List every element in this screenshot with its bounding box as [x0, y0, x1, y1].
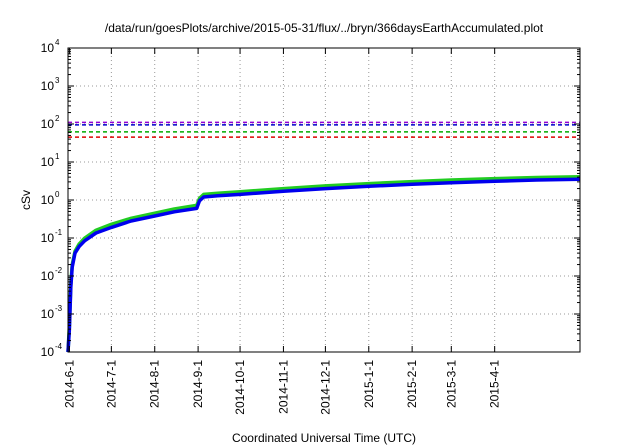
x-axis: 2014-6-1 2014-7-1 2014-8-1 2014-9-1 2014-10-… — [62, 48, 502, 415]
x-tick-label: 2015-4-1 — [488, 360, 502, 408]
x-tick-label: 2014-6-1 — [62, 360, 76, 408]
x-tick-label: 2015-2-1 — [405, 360, 419, 408]
y-tick-exponent: -2 — [55, 266, 63, 275]
y-tick-exponent: -3 — [55, 304, 63, 313]
y-tick-label: 10 — [41, 269, 55, 283]
y-tick-exponent: 2 — [55, 114, 60, 123]
y-tick-label: 10 — [41, 307, 55, 321]
y-tick-exponent: -4 — [55, 342, 63, 351]
y-tick-label: 10 — [41, 345, 55, 359]
x-tick-label: 2014-11-1 — [276, 360, 290, 414]
y-tick-label: 10 — [41, 79, 55, 93]
y-tick-label: 10 — [41, 231, 55, 245]
x-tick-label: 2014-8-1 — [148, 360, 162, 408]
x-tick-label: 2014-7-1 — [104, 360, 118, 408]
series-line — [66, 177, 581, 353]
y-tick-exponent: 4 — [55, 38, 60, 47]
x-tick-label: 2015-1-1 — [362, 360, 376, 408]
y-tick-exponent: 0 — [55, 190, 60, 199]
y-axis-label: cSv — [19, 190, 33, 210]
x-tick-label: 2015-3-1 — [444, 360, 458, 408]
x-axis-label: Coordinated Universal Time (UTC) — [232, 431, 416, 445]
y-tick-exponent: 1 — [55, 152, 60, 161]
x-tick-label: 2014-12-1 — [318, 360, 332, 415]
chart-title: /data/run/goesPlots/archive/2015-05-31/f… — [105, 21, 544, 35]
series-layer — [66, 174, 581, 353]
y-tick-exponent: 3 — [55, 76, 60, 85]
y-tick-label: 10 — [41, 41, 55, 55]
y-tick-label: 10 — [41, 117, 55, 131]
y-tick-exponent: -1 — [55, 228, 63, 237]
y-tick-label: 10 — [41, 155, 55, 169]
x-tick-label: 2014-10-1 — [233, 360, 247, 415]
reference-lines — [68, 121, 580, 138]
x-tick-label: 2014-9-1 — [191, 360, 205, 408]
y-tick-label: 10 — [41, 193, 55, 207]
